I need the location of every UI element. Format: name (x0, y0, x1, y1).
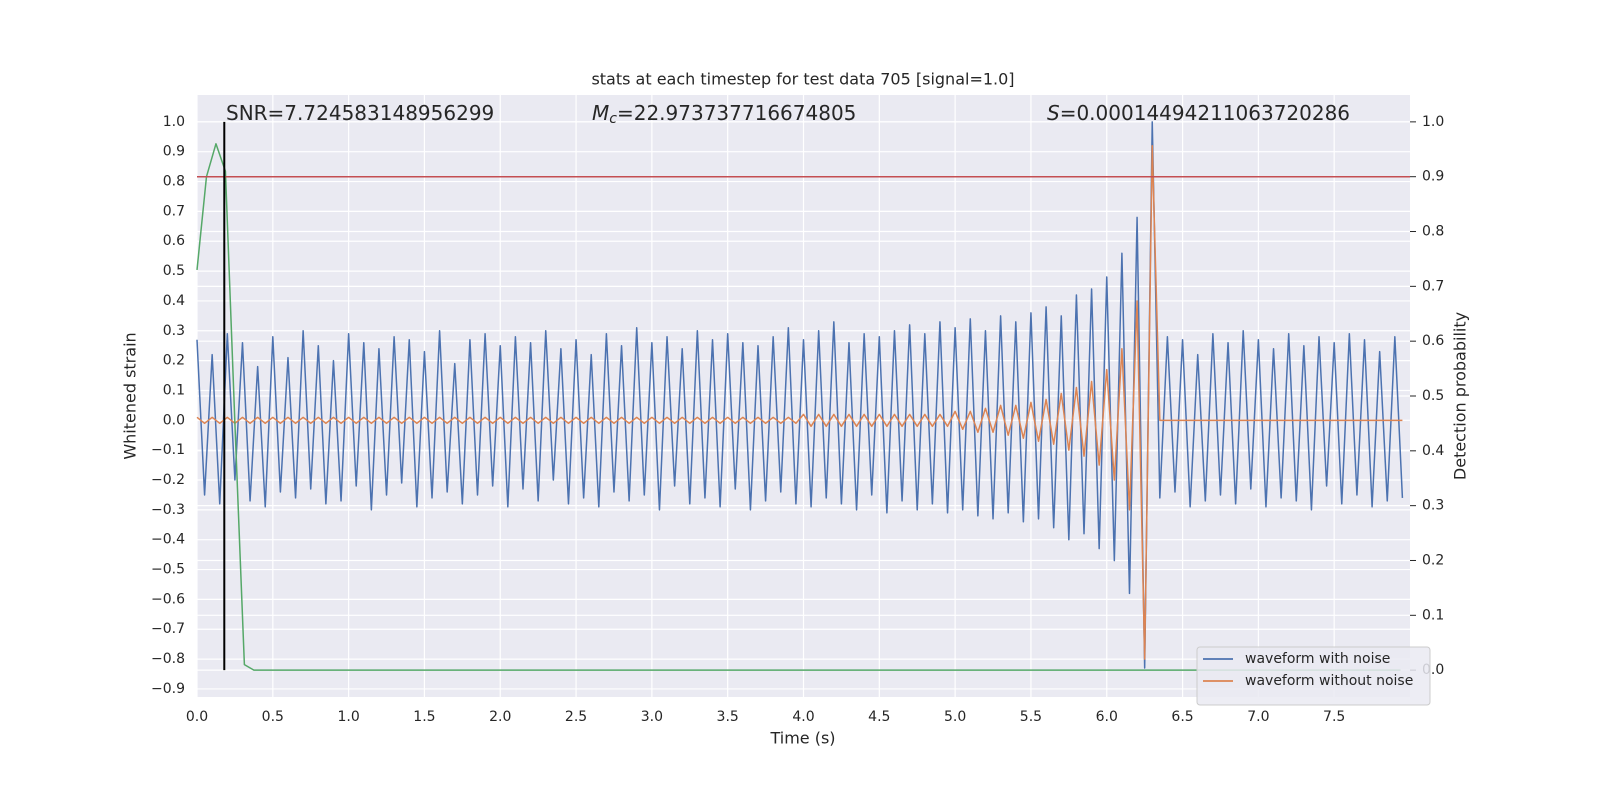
annotation-text: =0.00014494211063720286 (1060, 101, 1350, 125)
annotation-symbol: M (592, 101, 609, 125)
y2-tick-label: 0.8 (1422, 224, 1444, 240)
y2-tick-label: 1.0 (1422, 114, 1444, 130)
y-tick-label: −0.1 (151, 442, 185, 458)
y2-tick-label: 0.6 (1422, 333, 1444, 349)
y2-tick-label: 0.1 (1422, 607, 1444, 623)
x-tick-label: 7.0 (1247, 709, 1269, 725)
y-tick-label: −0.5 (151, 562, 185, 578)
legend-label: waveform with noise (1245, 651, 1390, 667)
y-tick-label: 0.3 (163, 323, 185, 339)
y-tick-label: 0.6 (163, 233, 185, 249)
x-axis-label: Time (s) (769, 729, 835, 748)
y2-tick-label: 0.2 (1422, 552, 1444, 568)
x-tick-label: 3.0 (641, 709, 663, 725)
x-tick-label: 5.0 (944, 709, 966, 725)
y2-tick-label: 0.4 (1422, 443, 1444, 459)
annotation-text: =22.973737716674805 (617, 101, 856, 125)
y-tick-label: 0.8 (163, 174, 185, 190)
y2-tick-label: 0.7 (1422, 278, 1444, 294)
annotation: Mc=22.973737716674805 (592, 101, 856, 128)
y-tick-label: −0.9 (151, 681, 185, 697)
series-line (196, 121, 1404, 669)
y-tick-label: −0.2 (151, 472, 185, 488)
x-tick-label: 0.0 (186, 709, 208, 725)
y2-axis-label: Detection probability (1451, 312, 1470, 480)
annotation: SNR=7.724583148956299 (226, 101, 494, 125)
y2-tick-label: 0.3 (1422, 498, 1444, 514)
y-tick-label: 0.0 (163, 412, 185, 428)
chart-title: stats at each timestep for test data 705… (591, 70, 1014, 89)
x-tick-label: 0.5 (262, 709, 284, 725)
y-tick-label: −0.7 (151, 621, 185, 637)
x-tick-label: 6.5 (1171, 709, 1193, 725)
y-tick-label: 0.9 (163, 144, 185, 160)
x-tick-label: 6.0 (1096, 709, 1118, 725)
y-tick-label: −0.6 (151, 591, 185, 607)
x-tick-label: 7.5 (1323, 709, 1345, 725)
y-tick-label: −0.3 (151, 502, 185, 518)
y-tick-label: 0.7 (163, 203, 185, 219)
y-tick-label: 0.1 (163, 382, 185, 398)
annotation-subscript: c (609, 111, 617, 127)
y2-tick-label: 0.5 (1422, 388, 1444, 404)
x-tick-label: 3.5 (717, 709, 739, 725)
y-axis-label: Whitened strain (121, 332, 140, 459)
y-tick-label: 1.0 (163, 114, 185, 130)
series-line (196, 143, 1401, 671)
x-tick-label: 2.5 (565, 709, 587, 725)
annotation: S=0.00014494211063720286 (1047, 101, 1350, 125)
y-tick-label: 0.5 (163, 263, 185, 279)
x-tick-label: 5.5 (1020, 709, 1042, 725)
x-tick-label: 4.5 (868, 709, 890, 725)
y-tick-label: −0.8 (151, 651, 185, 667)
x-tick-label: 4.0 (792, 709, 814, 725)
annotation-symbol: S (1047, 101, 1060, 125)
series-line (196, 144, 1403, 660)
x-tick-label: 2.0 (489, 709, 511, 725)
y2-tick-label: 0.9 (1422, 169, 1444, 185)
y-tick-label: −0.4 (151, 532, 185, 548)
y-tick-label: 0.4 (163, 293, 185, 309)
annotation-text: SNR=7.724583148956299 (226, 101, 494, 125)
legend-box (1196, 646, 1431, 706)
legend-label: waveform without noise (1245, 673, 1413, 689)
x-tick-label: 1.0 (337, 709, 359, 725)
y-tick-label: 0.2 (163, 353, 185, 369)
x-tick-label: 1.5 (413, 709, 435, 725)
